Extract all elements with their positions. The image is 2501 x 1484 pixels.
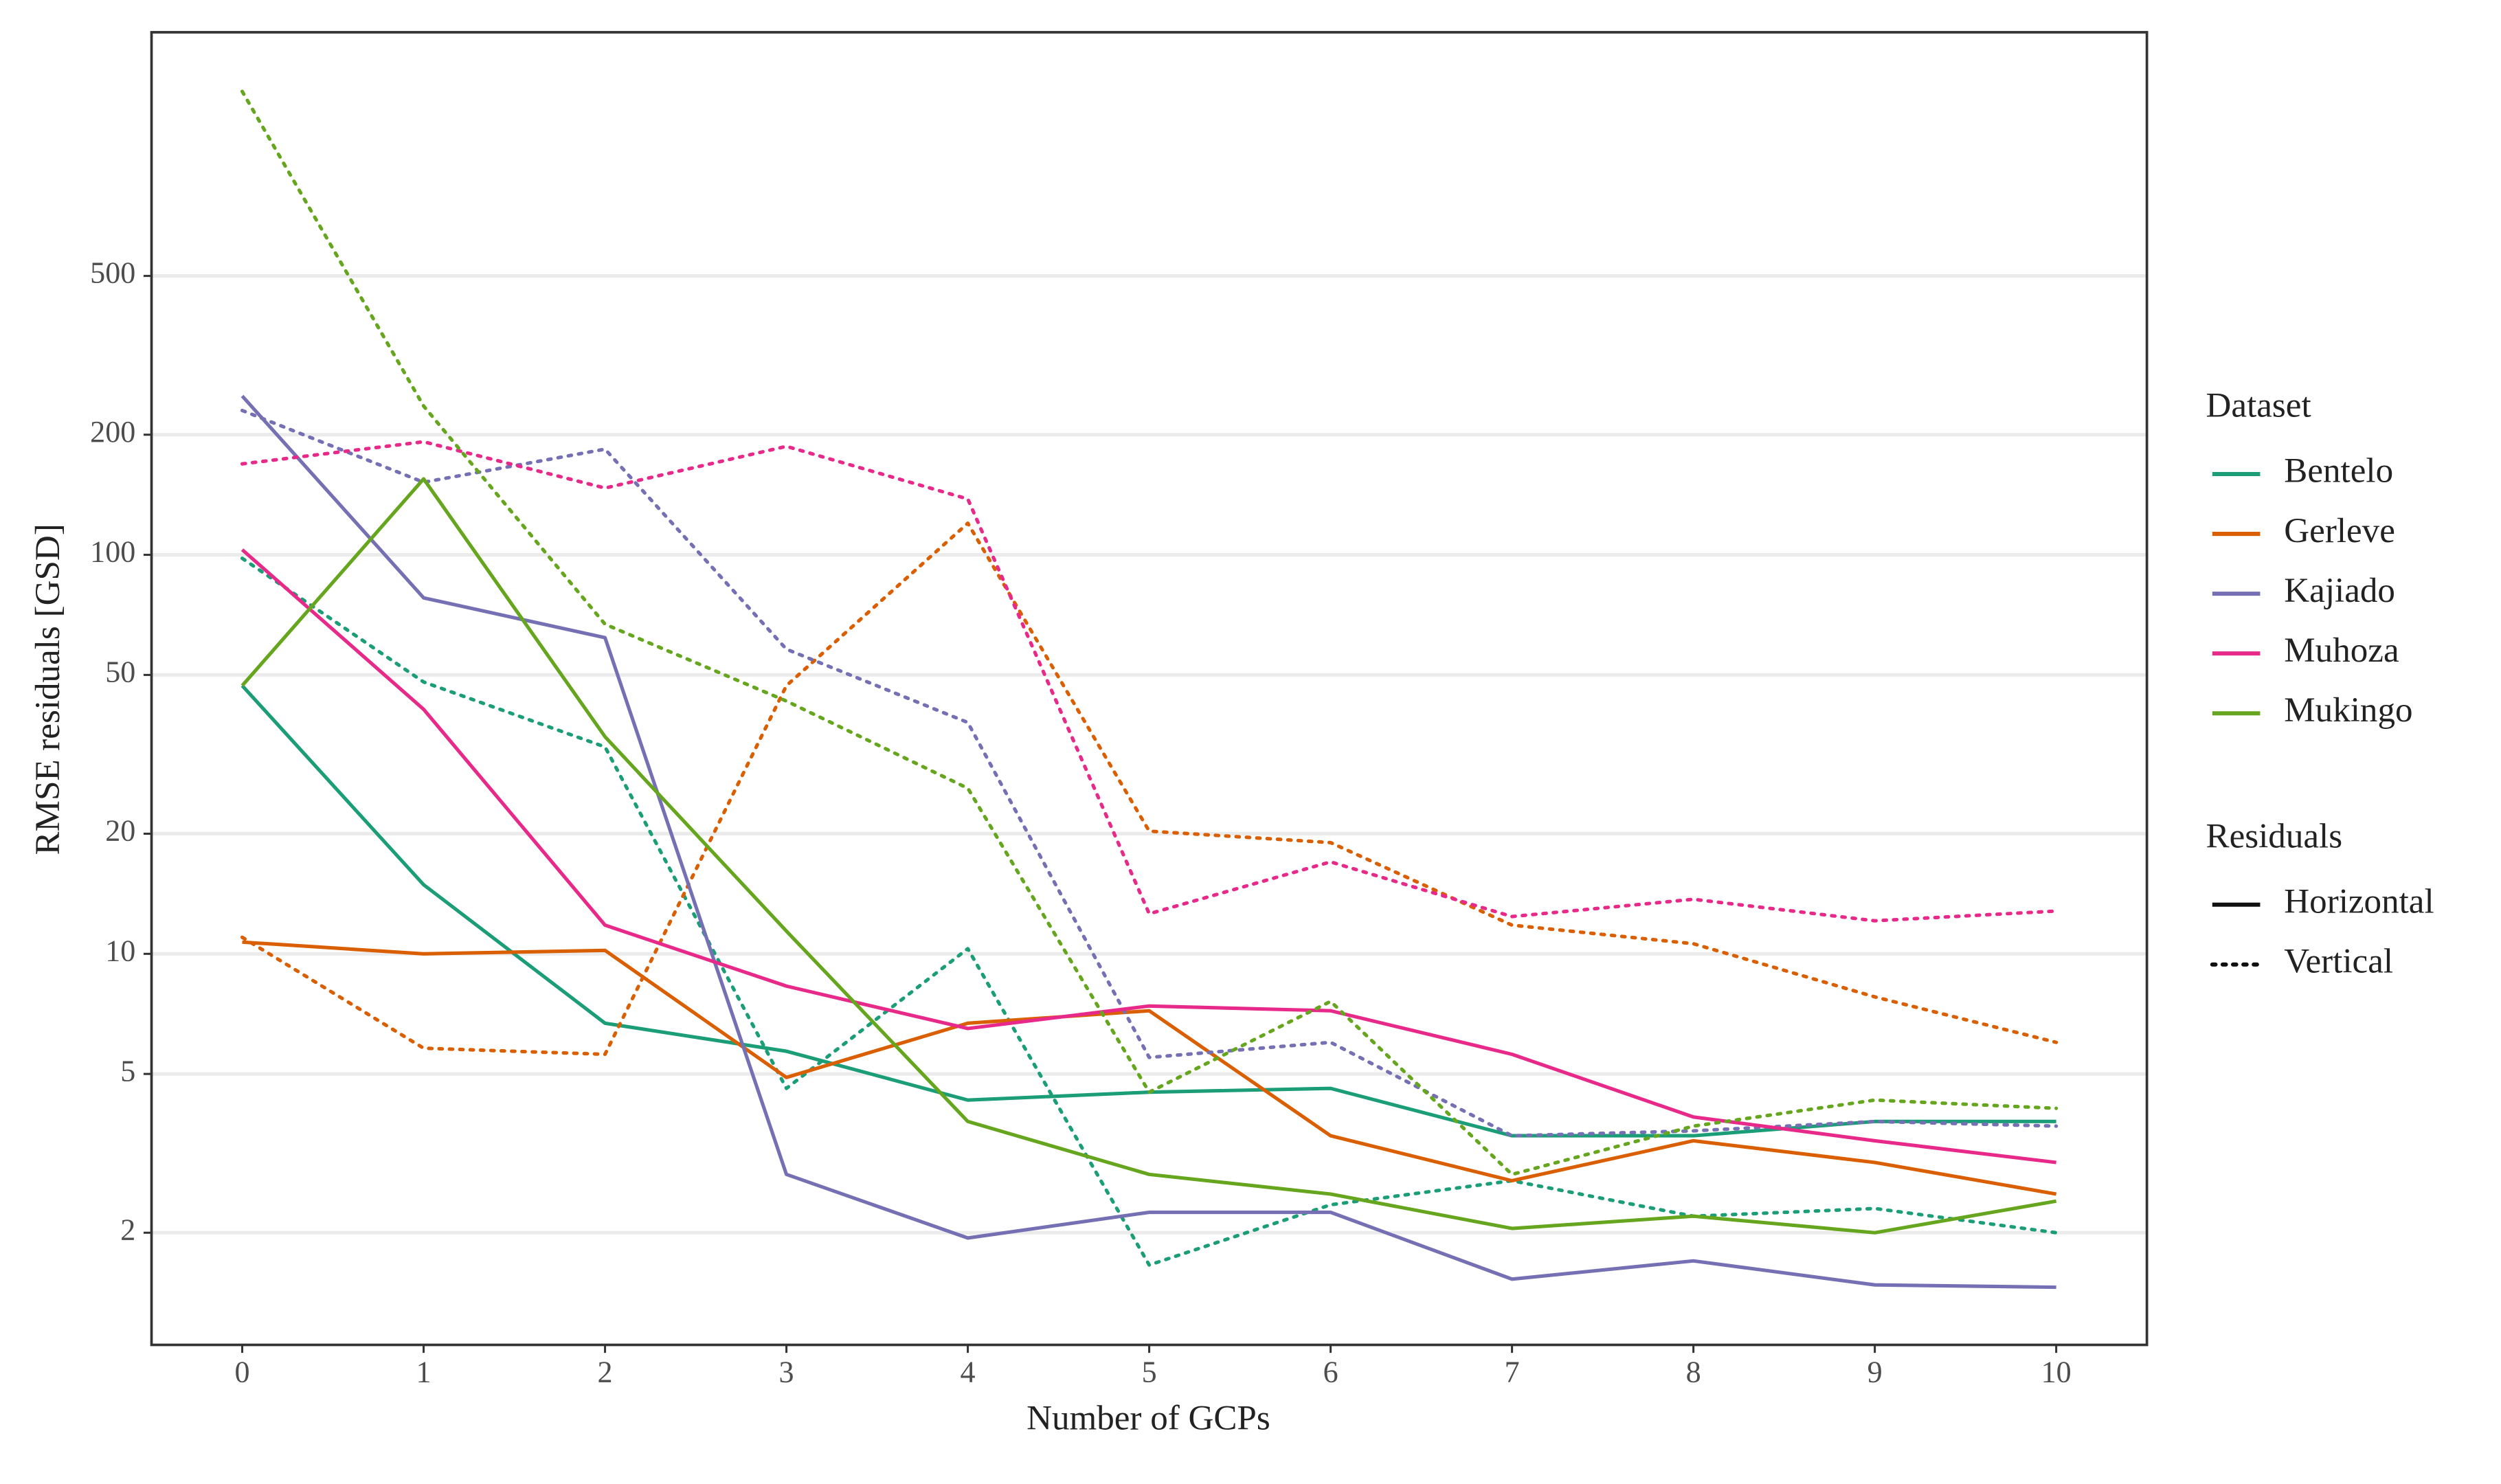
y-tick-label: 20 — [105, 814, 135, 848]
legend-label: Muhoza — [2284, 631, 2399, 670]
legend-title: Residuals — [2206, 816, 2343, 855]
series-line — [240, 394, 2056, 1290]
x-tick-label: 5 — [1142, 1356, 1157, 1389]
series-line — [240, 408, 2059, 1138]
y-axis-label: RMSE residuals [GSD] — [28, 524, 67, 855]
x-axis-label: Number of GCPs — [1027, 1399, 1270, 1438]
x-tick-label: 1 — [416, 1356, 431, 1389]
legend-label: Horizontal — [2284, 882, 2434, 921]
series-line — [240, 556, 2059, 1267]
series-line — [242, 940, 2057, 1196]
x-tick-label: 10 — [2041, 1356, 2072, 1389]
legend-label: Vertical — [2284, 942, 2393, 981]
x-tick-label: 8 — [1686, 1356, 1701, 1389]
x-tick-label: 7 — [1505, 1356, 1520, 1389]
legend-label: Kajiado — [2284, 571, 2395, 610]
y-tick-label: 200 — [90, 415, 135, 449]
y-tick-label: 500 — [90, 256, 135, 290]
x-tick-label: 0 — [235, 1356, 250, 1389]
y-tick-label: 2 — [120, 1213, 135, 1246]
series-line — [240, 477, 2057, 1235]
x-tick-label: 3 — [779, 1356, 794, 1389]
y-tick-label: 5 — [120, 1054, 135, 1088]
series-line — [240, 440, 2059, 923]
x-tick-label: 6 — [1323, 1356, 1338, 1389]
legend-title: Dataset — [2206, 386, 2311, 425]
series-line — [240, 521, 2059, 1057]
legend-label: Gerleve — [2284, 511, 2395, 550]
y-tick-label: 10 — [105, 934, 135, 967]
x-tick-label: 4 — [961, 1356, 976, 1389]
series-line — [240, 89, 2059, 1176]
series-line — [240, 548, 2056, 1165]
x-tick-label: 2 — [598, 1356, 613, 1389]
x-tick-label: 9 — [1868, 1356, 1883, 1389]
legend-label: Bentelo — [2284, 451, 2393, 491]
y-tick-label: 50 — [105, 655, 135, 689]
y-tick-label: 100 — [90, 535, 135, 569]
legend-label: Mukingo — [2284, 690, 2412, 730]
